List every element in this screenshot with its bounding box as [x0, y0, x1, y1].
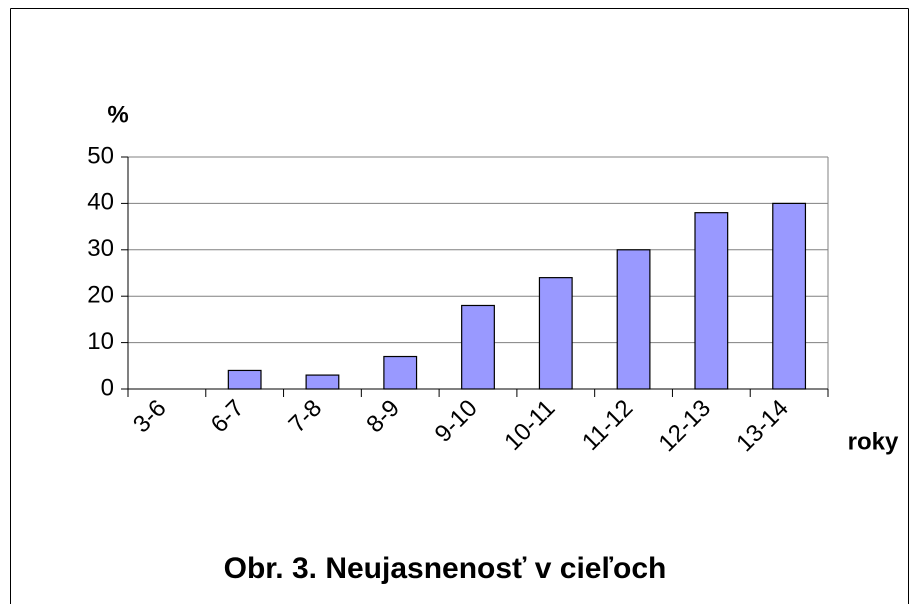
x-axis-label: roky — [848, 428, 899, 455]
bar — [616, 249, 651, 390]
y-tick-label: 40 — [87, 189, 114, 216]
bar — [227, 369, 262, 390]
x-tick-label: 13-14 — [731, 395, 794, 458]
x-tick-label: 7-8 — [284, 395, 328, 439]
y-tick-label: 10 — [87, 328, 114, 355]
chart-title: Obr. 3. Neujasnenosť v cieľoch — [224, 552, 667, 585]
y-tick-label: 50 — [87, 142, 114, 169]
x-tick-label: 11-12 — [577, 395, 638, 456]
x-tick-label: 8-9 — [361, 395, 405, 439]
bar — [305, 374, 340, 390]
x-tick-label: 6-7 — [206, 395, 250, 439]
y-tick-label: 20 — [87, 282, 114, 309]
x-tick-label: 10-11 — [499, 395, 560, 456]
x-tick-label: 12-13 — [654, 395, 717, 458]
bar — [383, 355, 418, 390]
y-axis-label: % — [107, 101, 128, 128]
bar — [538, 277, 573, 390]
y-tick-label: 30 — [87, 235, 114, 262]
bar — [694, 212, 729, 390]
x-tick-label: 3-6 — [128, 395, 172, 439]
y-tick-label: 0 — [101, 374, 114, 401]
x-tick-label: 9-10 — [430, 395, 483, 448]
bar — [461, 304, 495, 390]
bar — [772, 202, 807, 390]
